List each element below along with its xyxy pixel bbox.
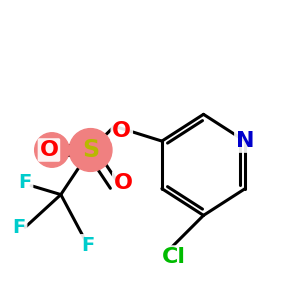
Text: O: O xyxy=(112,121,131,141)
Text: F: F xyxy=(19,173,32,192)
Text: F: F xyxy=(13,218,26,237)
Circle shape xyxy=(69,129,112,171)
Text: F: F xyxy=(81,236,94,255)
Text: O: O xyxy=(39,140,58,160)
Text: N: N xyxy=(236,131,254,151)
Circle shape xyxy=(35,133,69,167)
Text: Cl: Cl xyxy=(162,247,186,267)
Text: S: S xyxy=(82,138,99,162)
Text: O: O xyxy=(114,173,133,193)
